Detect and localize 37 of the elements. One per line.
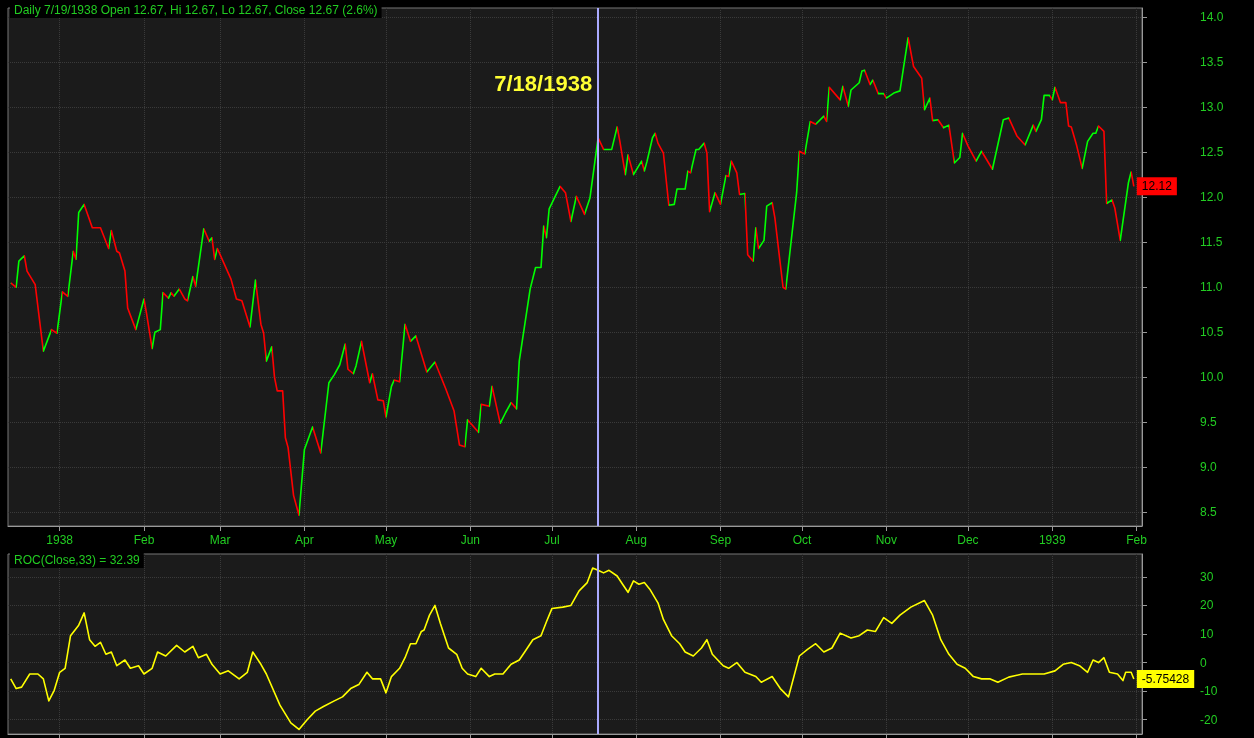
y-tick-label: 30 [1200, 569, 1214, 584]
x-tick-label: Feb [133, 533, 155, 547]
y-tick-label: 13.5 [1200, 55, 1224, 70]
chart-title: ROC(Close,33) = 32.39 [14, 553, 141, 567]
x-tick-label: Apr [295, 533, 314, 547]
x-tick-label: Feb [1126, 533, 1148, 547]
y-tick-label: -10 [1200, 684, 1218, 699]
x-tick-label: Nov [875, 533, 898, 547]
x-tick-label: Sep [709, 533, 732, 547]
y-tick-label: 13.0 [1200, 100, 1224, 115]
y-tick-label: 9.5 [1200, 415, 1218, 430]
x-tick-label: Jul [544, 533, 560, 547]
x-tick-label: Jun [460, 533, 480, 547]
x-tick-label: Mar [209, 533, 231, 547]
y-tick-label: 12.0 [1200, 190, 1224, 205]
y-tick-label: 12.5 [1200, 145, 1224, 160]
ref-line-label: 7/18/1938 [494, 70, 593, 96]
y-tick-label: -20 [1200, 712, 1218, 727]
x-tick-label: 1939 [1038, 533, 1066, 547]
y-tick-label: 10.0 [1200, 370, 1224, 385]
x-tick-label: May [374, 533, 398, 547]
y-tick-label: 8.5 [1200, 505, 1218, 520]
y-tick-label: 10 [1200, 627, 1214, 641]
y-tick-label: 20 [1200, 598, 1214, 613]
annotation: -5.75428 [1141, 672, 1190, 687]
y-tick-label: 10.5 [1200, 325, 1224, 340]
y-tick-label: 9.0 [1200, 460, 1218, 475]
x-tick-label: Dec [957, 533, 979, 547]
y-tick-label: 14.0 [1200, 10, 1224, 25]
y-tick-label: 11.5 [1200, 235, 1223, 250]
x-tick-label: 1938 [46, 533, 74, 547]
annotation: 12.12 [1141, 179, 1173, 194]
x-tick-label: Oct [792, 533, 813, 547]
y-tick-label: 0 [1200, 655, 1207, 670]
chart-title: Daily 7/19/1938 Open 12.67, Hi 12.67, Lo 12.67, Close 12.67 (2.6%) [14, 3, 378, 17]
x-tick-label: Aug [625, 533, 647, 547]
y-tick-label: 11.0 [1200, 280, 1223, 295]
